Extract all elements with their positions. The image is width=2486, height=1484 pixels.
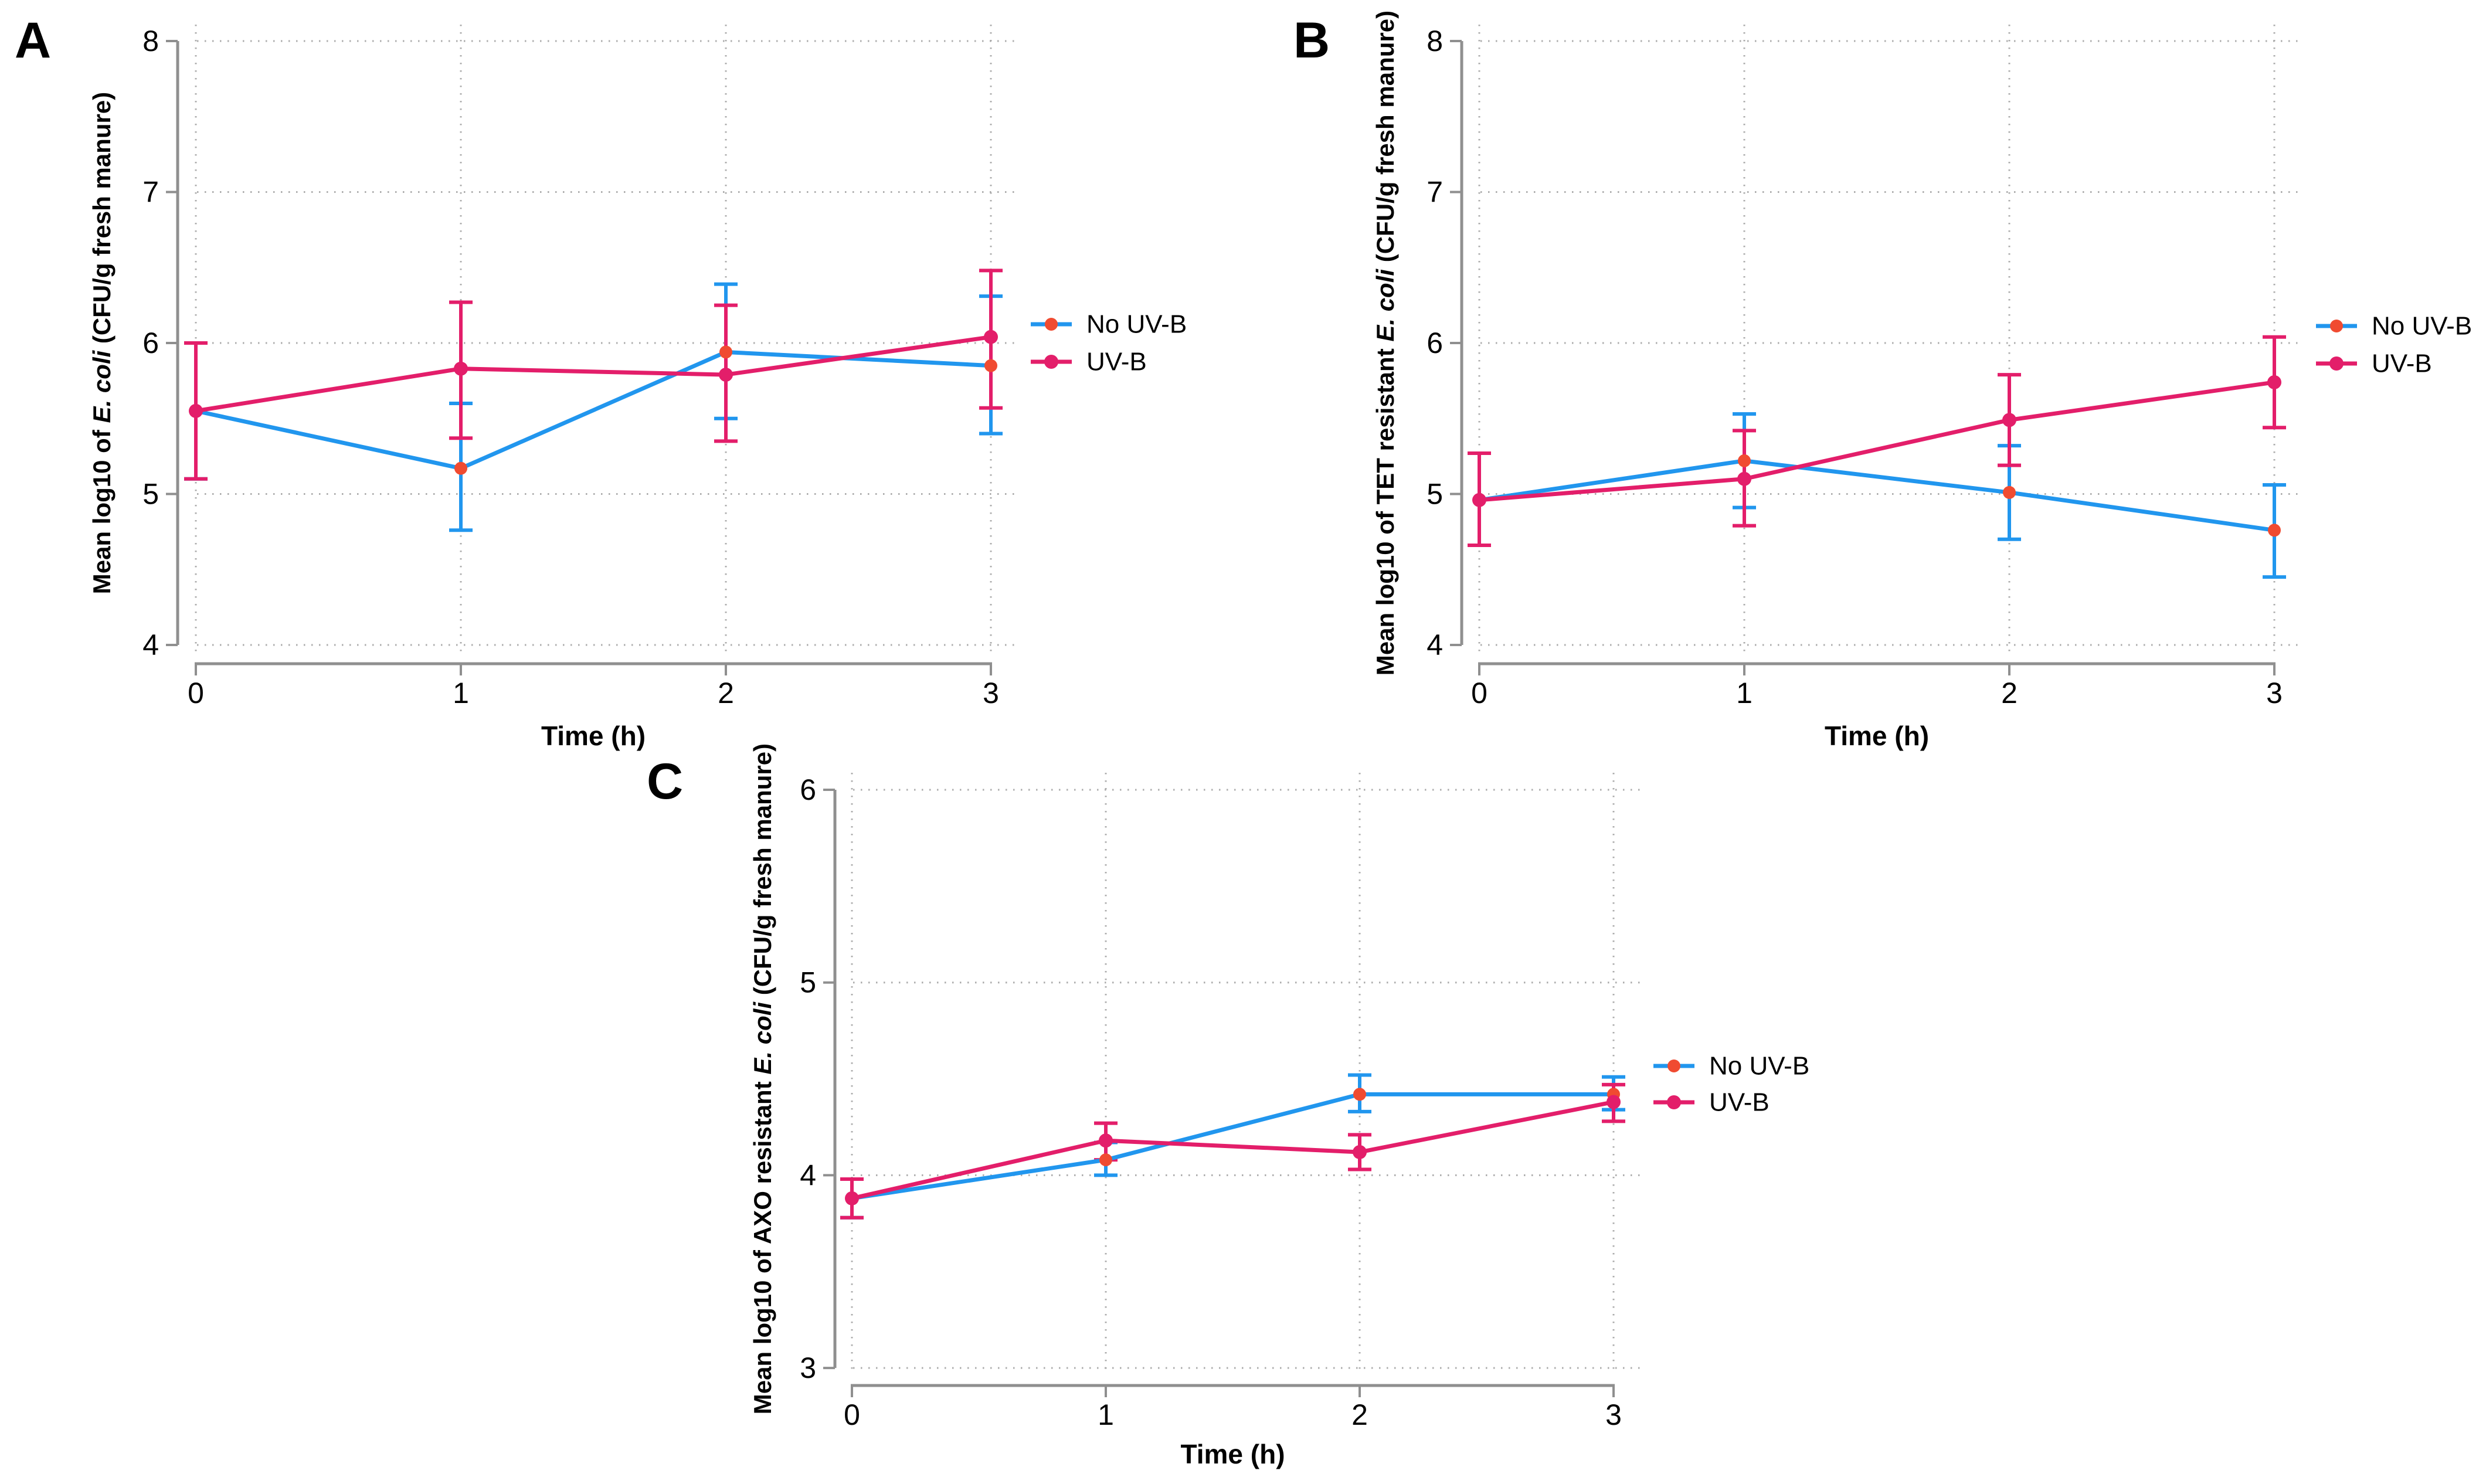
panel-letter-C: C <box>647 753 683 810</box>
y-tick-label: 3 <box>800 1351 816 1384</box>
x-tick-label: 1 <box>1098 1398 1114 1431</box>
y-tick-label: 7 <box>142 176 159 209</box>
x-tick-label: 2 <box>2001 677 2018 709</box>
marker-no_uvb <box>2268 524 2281 537</box>
y-axis-title: Mean log10 of AXO resistant E. coli (CFU… <box>749 743 776 1414</box>
y-tick-label: 4 <box>1427 629 1443 661</box>
y-tick-label: 6 <box>1427 327 1443 359</box>
marker-no_uvb <box>719 345 732 359</box>
panel-letter-A: A <box>15 12 51 69</box>
legend-swatch-marker-no_uvb <box>1667 1059 1680 1072</box>
marker-uvb <box>2267 375 2281 389</box>
marker-no_uvb <box>984 359 997 372</box>
series-line-no_uvb <box>195 349 991 471</box>
legend-label-uvb: UV-B <box>1709 1088 1770 1117</box>
marker-uvb <box>454 361 468 376</box>
y-tick-label: 5 <box>142 478 159 511</box>
panel-C: 3 4 5 6 0 1 2 3 Time (h) Mean log10 of AXO resist… <box>647 743 1809 1469</box>
x-tick-label: 2 <box>718 677 734 709</box>
legend-label-no_uvb: No UV-B <box>1709 1052 1809 1081</box>
x-tick-label: 3 <box>1605 1398 1622 1431</box>
x-axis-title: Time (h) <box>541 721 646 751</box>
marker-uvb <box>845 1191 859 1205</box>
x-tick-label: 3 <box>983 677 999 709</box>
x-tick-label: 0 <box>844 1398 860 1431</box>
marker-no_uvb <box>454 461 467 475</box>
marker-uvb <box>1737 471 1751 486</box>
marker-uvb <box>2002 413 2016 427</box>
x-tick-label: 0 <box>188 677 204 709</box>
x-tick-label: 2 <box>1351 1398 1368 1431</box>
series-line-uvb <box>851 1100 1614 1201</box>
marker-uvb <box>1607 1095 1621 1109</box>
legend-swatch-marker-no_uvb <box>2330 320 2343 332</box>
y-tick-label: 8 <box>1427 25 1443 57</box>
legend-label-no_uvb: No UV-B <box>2372 312 2472 341</box>
series-line-no_uvb <box>851 1092 1614 1201</box>
marker-no_uvb <box>1099 1153 1112 1167</box>
legend-label-uvb: UV-B <box>2372 349 2432 378</box>
y-tick-label: 5 <box>1427 478 1443 511</box>
y-tick-label: 4 <box>800 1159 816 1191</box>
y-tick-label: 7 <box>1427 176 1443 209</box>
series-line-no_uvb <box>1479 459 2275 532</box>
panel-letter-B: B <box>1293 12 1330 69</box>
y-axis-title: Mean log10 of TET resistant E. coli (CFU… <box>1371 11 1399 675</box>
y-tick-label: 8 <box>142 25 159 57</box>
marker-no_uvb <box>1738 454 1751 467</box>
x-tick-label: 1 <box>453 677 469 709</box>
y-tick-label: 5 <box>800 966 816 999</box>
y-tick-label: 6 <box>800 773 816 806</box>
x-tick-label: 3 <box>2266 677 2283 709</box>
y-tick-label: 6 <box>142 327 159 359</box>
x-tick-label: 0 <box>1471 677 1487 709</box>
legend-swatch-marker-uvb <box>2329 356 2344 371</box>
marker-no_uvb <box>2003 485 2016 499</box>
x-axis-title: Time (h) <box>1180 1439 1285 1469</box>
marker-uvb <box>189 403 203 418</box>
marker-no_uvb <box>1353 1088 1366 1101</box>
y-tick-label: 4 <box>142 629 159 661</box>
x-axis-title: Time (h) <box>1825 721 1929 751</box>
legend-swatch-marker-uvb <box>1667 1095 1681 1109</box>
y-axis-title: Mean log10 of E. coli (CFU/g fresh manur… <box>88 92 116 594</box>
legend-swatch-marker-uvb <box>1044 355 1058 369</box>
marker-uvb <box>1472 493 1486 507</box>
panel-B: 4 5 6 7 8 0 1 2 3 Time (h) Mean log10 of TET resis… <box>1293 11 2472 751</box>
x-tick-label: 1 <box>1736 677 1753 709</box>
legend-label-uvb: UV-B <box>1086 348 1147 376</box>
legend-label-no_uvb: No UV-B <box>1086 310 1187 339</box>
marker-uvb <box>1353 1145 1367 1159</box>
panel-A: 4 5 6 7 8 0 1 2 3 Time (h) Mean log10 of E. coli (… <box>15 12 1187 751</box>
series-line-uvb <box>1479 380 2275 502</box>
marker-uvb <box>1099 1133 1113 1148</box>
marker-uvb <box>719 368 733 382</box>
marker-uvb <box>984 330 998 344</box>
series-line-uvb <box>195 335 991 413</box>
legend-swatch-marker-no_uvb <box>1045 318 1058 331</box>
